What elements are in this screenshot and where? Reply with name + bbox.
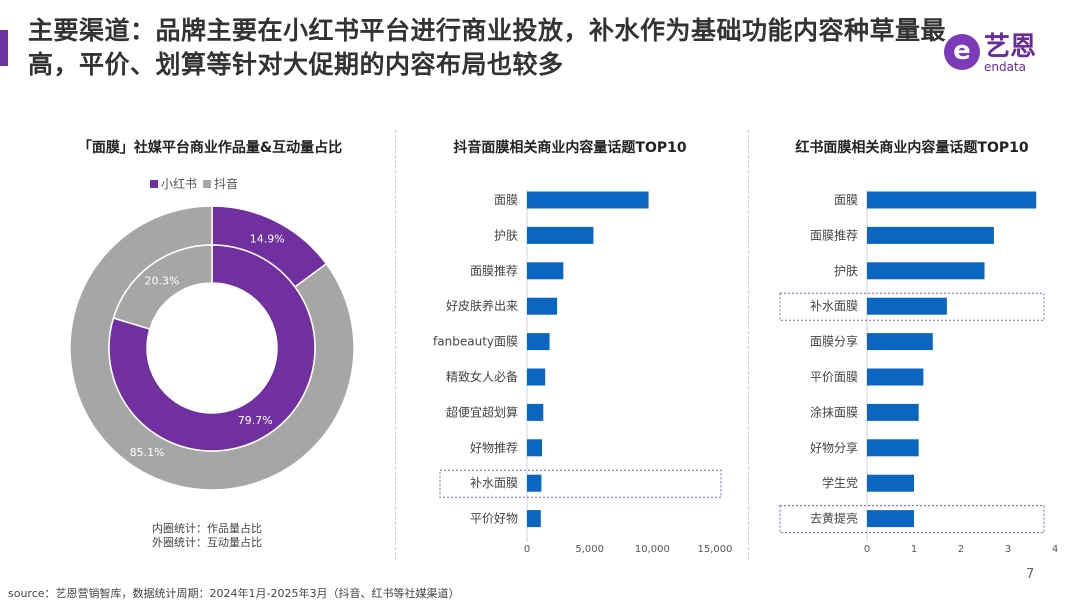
donut-legend: 小红书 抖音 — [150, 175, 238, 192]
x-tick-label: 10,000 — [635, 544, 670, 555]
bar — [867, 226, 994, 244]
bar — [527, 474, 542, 492]
inner-slice-xiaohongshu — [108, 244, 316, 452]
x-tick-label: 1 — [911, 544, 917, 555]
douyin-chart-title: 抖音面膜相关商业内容量话题TOP10 — [453, 140, 687, 156]
bar — [867, 510, 914, 528]
category-label: 好物推荐 — [470, 441, 518, 455]
bar — [527, 297, 558, 315]
highlight-box — [439, 469, 722, 498]
title-accent-bar — [0, 30, 8, 66]
highlight-box — [779, 292, 1045, 321]
logo-mark-icon: e — [944, 34, 980, 70]
legend-item-xiaohongshu: 小红书 — [150, 175, 197, 192]
x-tick-label: 0 — [524, 544, 530, 555]
bar — [867, 297, 947, 315]
inner-label: 20.3% — [145, 275, 180, 288]
logo-text-cn: 艺恩 — [984, 32, 1037, 62]
category-label: 面膜 — [494, 193, 518, 207]
category-label: 好皮肤养出来 — [446, 298, 518, 313]
logo-text-en: endata — [984, 60, 1027, 74]
category-label: 平价好物 — [470, 512, 518, 526]
x-tick-label: 2 — [958, 544, 964, 555]
highlight-box — [779, 505, 1045, 534]
category-label: 护肤 — [494, 227, 518, 242]
category-label: 补水面膜 — [810, 299, 858, 313]
bar — [527, 439, 543, 457]
inner-ring-note: 内圈统计：作品量占比 — [152, 522, 262, 535]
bar — [527, 510, 541, 528]
bar — [867, 333, 933, 351]
inner-slice-douyin — [112, 244, 213, 331]
section-divider — [395, 130, 396, 560]
bar — [527, 191, 649, 209]
inner-label: 79.7% — [238, 414, 273, 427]
legend-item-douyin: 抖音 — [203, 175, 238, 192]
x-tick-label: 5,000 — [575, 544, 604, 555]
page-title: 主要渠道：品牌主要在小红书平台进行商业投放，补水作为基础功能内容种草量最高，平价… — [28, 16, 947, 79]
bar — [527, 368, 546, 386]
category-label: 学生党 — [822, 475, 858, 490]
category-label: fanbeauty面膜 — [433, 335, 518, 349]
xiaohongshu-chart-title: 红书面膜相关商业内容量话题TOP10 — [795, 140, 1029, 156]
outer-label: 85.1% — [130, 446, 165, 459]
category-label: 涂抹面膜 — [810, 404, 858, 419]
category-label: 面膜 — [834, 193, 858, 207]
category-label: 平价面膜 — [810, 370, 858, 384]
bar — [527, 403, 544, 421]
x-tick-label: 4 — [1052, 544, 1058, 555]
category-label: 精致女人必备 — [446, 369, 518, 384]
donut-chart-title: 「面膜」社媒平台商业作品量&互动量占比 — [77, 140, 343, 156]
bar — [527, 333, 550, 351]
bar — [867, 474, 914, 492]
outer-ring-note: 外圈统计：互动量占比 — [152, 536, 262, 549]
category-label: 去黄提亮 — [810, 511, 858, 526]
bar — [867, 403, 919, 421]
bar — [867, 368, 924, 386]
endata-logo: e 艺恩 endata — [940, 26, 1060, 76]
outer-label: 14.9% — [250, 233, 285, 246]
category-label: 补水面膜 — [470, 476, 518, 490]
category-label: 超便宜超划算 — [446, 404, 518, 419]
x-tick-label: 3 — [1005, 544, 1011, 555]
source-note: source：艺恩营销智库，数据统计周期：2024年1月-2025年3月（抖音、… — [8, 587, 460, 600]
x-tick-label: 15,000 — [698, 544, 733, 555]
category-label: 面膜推荐 — [470, 264, 518, 278]
donut-notes: 内圈统计：作品量占比 外圈统计：互动量占比 — [152, 522, 262, 550]
category-label: 面膜分享 — [810, 334, 858, 349]
bar — [527, 226, 594, 244]
category-label: 面膜推荐 — [810, 228, 858, 242]
bar — [527, 262, 564, 280]
x-tick-label: 0 — [864, 544, 870, 555]
page-number: 7 — [1026, 567, 1035, 582]
bar — [867, 262, 985, 280]
bar — [867, 191, 1037, 209]
category-label: 护肤 — [834, 263, 858, 278]
bar — [867, 439, 919, 457]
section-divider — [748, 130, 749, 560]
category-label: 好物分享 — [810, 440, 858, 455]
